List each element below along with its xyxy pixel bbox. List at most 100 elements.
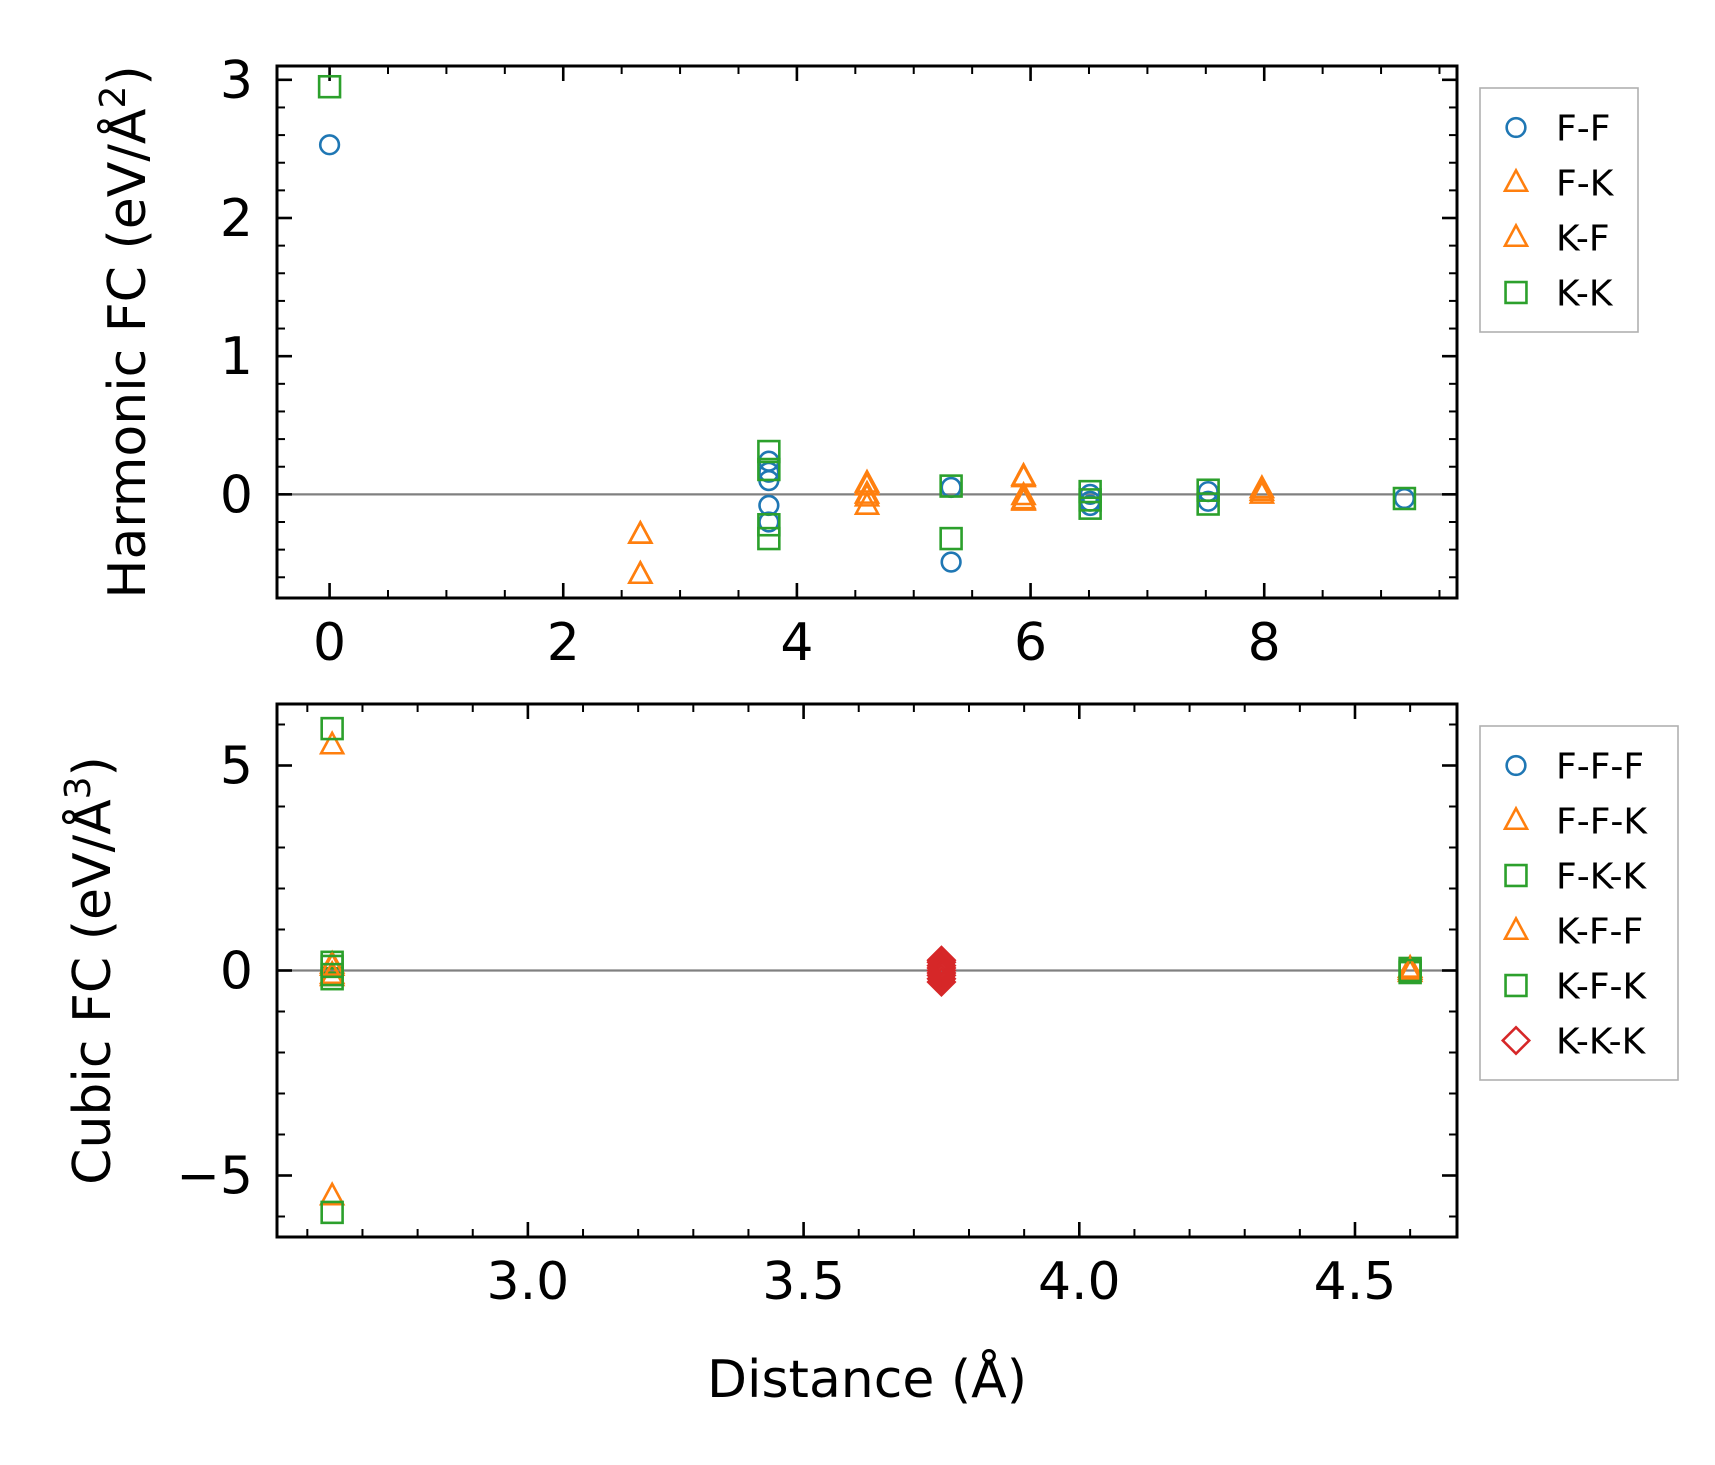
data-point-k-k-k [926,966,957,998]
legend: F-F F-K K-F K-K [1479,87,1639,333]
legend-label-f-f-k: F-F-K [1556,802,1648,843]
data-point-k-k-k [926,960,957,991]
data-point-k-k [757,439,781,464]
legend-marker-f-k [1502,167,1530,193]
y-axis-label-close: ) [98,65,158,85]
plot-frame [275,64,1459,600]
data-point-k-f-k [1398,958,1422,983]
plot-frame [275,702,1459,1239]
y-tick-label: 0 [220,465,253,525]
legend-marker-f-f-f [1505,754,1527,777]
data-point-f-f [1393,487,1416,510]
legend-marker-k-f-k [1504,973,1528,998]
legend-label-f-k-k: F-K-K [1556,857,1648,898]
series-k-f-k [320,954,1422,987]
legend-marker-f-f [1505,116,1527,139]
legend-label-k-f: K-F [1556,219,1610,260]
series-k-f-f [318,951,1424,985]
y-axis-label: Cubic FC (eV/Å3) [58,756,123,1185]
data-point-k-k [939,526,963,551]
data-point-f-k [627,519,654,544]
legend-label-k-f-k: K-F-K [1556,967,1648,1008]
x-tick-label: 3.0 [487,1252,570,1312]
legend-marker-k-f-f [1502,915,1530,941]
data-point-k-k [1078,496,1102,520]
x-tick-label: 2 [547,613,580,673]
data-point-k-k-k [926,950,957,981]
x-tick-label: 8 [1248,613,1281,673]
legend-marker-f-f-k [1502,805,1530,831]
data-point-k-f [853,471,881,496]
data-point-k-k-k [926,953,957,984]
legend-label-f-k: F-K [1556,164,1615,205]
data-point-k-f [627,559,654,585]
y-axis-label-text: Cubic FC (eV/Å [61,799,123,1185]
data-point-k-k [939,474,963,498]
legend-label-f-f-f: F-F-F [1556,747,1644,788]
legend-label-k-k: K-K [1556,274,1614,315]
data-point-k-k [757,513,781,537]
data-point-k-k [757,526,781,551]
data-point-f-k [1248,479,1276,504]
data-point-k-k-k [926,957,957,988]
y-axis-label-text: Harmonic FC (eV/Å [96,108,158,599]
y-tick-label: 2 [220,189,253,249]
data-point-k-k-k [926,955,957,986]
y-axis-label-superscript: 3 [58,776,99,799]
y-tick-label: 0 [220,942,253,1002]
y-tick-label: 3 [220,51,253,111]
x-tick-label: 4.5 [1314,1252,1397,1312]
y-tick-label: 1 [220,327,253,387]
legend-marker-f-k-k [1504,863,1528,888]
y-axis-label-superscript: 2 [93,86,134,109]
data-point-k-f-f [318,959,346,985]
data-point-f-f [318,134,341,156]
legend-marker-k-f [1502,222,1530,248]
data-point-k-f-k [320,962,344,987]
data-point-f-f-k [318,1181,346,1206]
data-point-k-k [1196,478,1220,502]
legend-marker-k-k-k [1500,1025,1532,1056]
legend-label-f-f: F-F [1556,109,1610,150]
y-axis-label-close: ) [63,756,123,776]
data-point-k-f [1010,485,1037,510]
data-point-f-k [627,559,654,585]
data-point-k-f-f [1396,955,1424,981]
data-point-f-k-k [320,716,344,741]
legend-label-k-k-k: K-K-K [1556,1022,1647,1063]
data-point-f-k [853,479,881,504]
series-f-f-k [318,730,1424,1206]
x-tick-label: 3.5 [762,1252,845,1312]
data-point-k-k-k [926,945,957,976]
x-tick-label: 0 [313,613,346,673]
data-point-k-k-k [926,963,957,994]
data-point-k-k [317,74,342,99]
data-point-k-f [1248,476,1276,502]
y-tick-label: 5 [220,737,253,797]
y-axis-label: Harmonic FC (eV/Å2) [93,65,158,598]
y-tick-label: −5 [176,1147,253,1207]
data-point-f-k [853,490,881,515]
data-point-k-k [1392,486,1417,511]
data-point-f-k [1248,474,1276,499]
data-point-k-f [853,482,881,507]
data-point-f-f [940,551,962,573]
series-f-k [627,461,1276,585]
legend: F-F-F F-F-K F-K-K K-F-F K-F-K K-K-K [1479,725,1679,1081]
series-k-k [317,74,1417,551]
legend-label-k-f-f: K-F-F [1556,912,1643,953]
series-k-k-k [926,945,957,998]
x-tick-label: 4.0 [1038,1252,1121,1312]
data-point-k-k [1196,492,1220,516]
x-tick-label: 6 [1014,613,1047,673]
data-point-k-k-k [926,947,957,978]
legend-marker-k-k [1504,280,1528,305]
x-tick-label: 4 [780,613,813,673]
legend-box [1479,725,1679,1081]
data-point-f-f-k [318,730,346,755]
cubic-fc-panel: 3.0 3.5 4.0 4.5 −5 0 5 Cubic FC (eV/Å3) Distance… [58,702,1679,1410]
data-point-f-k-k [320,1200,344,1225]
data-point-f-k [1010,480,1037,506]
